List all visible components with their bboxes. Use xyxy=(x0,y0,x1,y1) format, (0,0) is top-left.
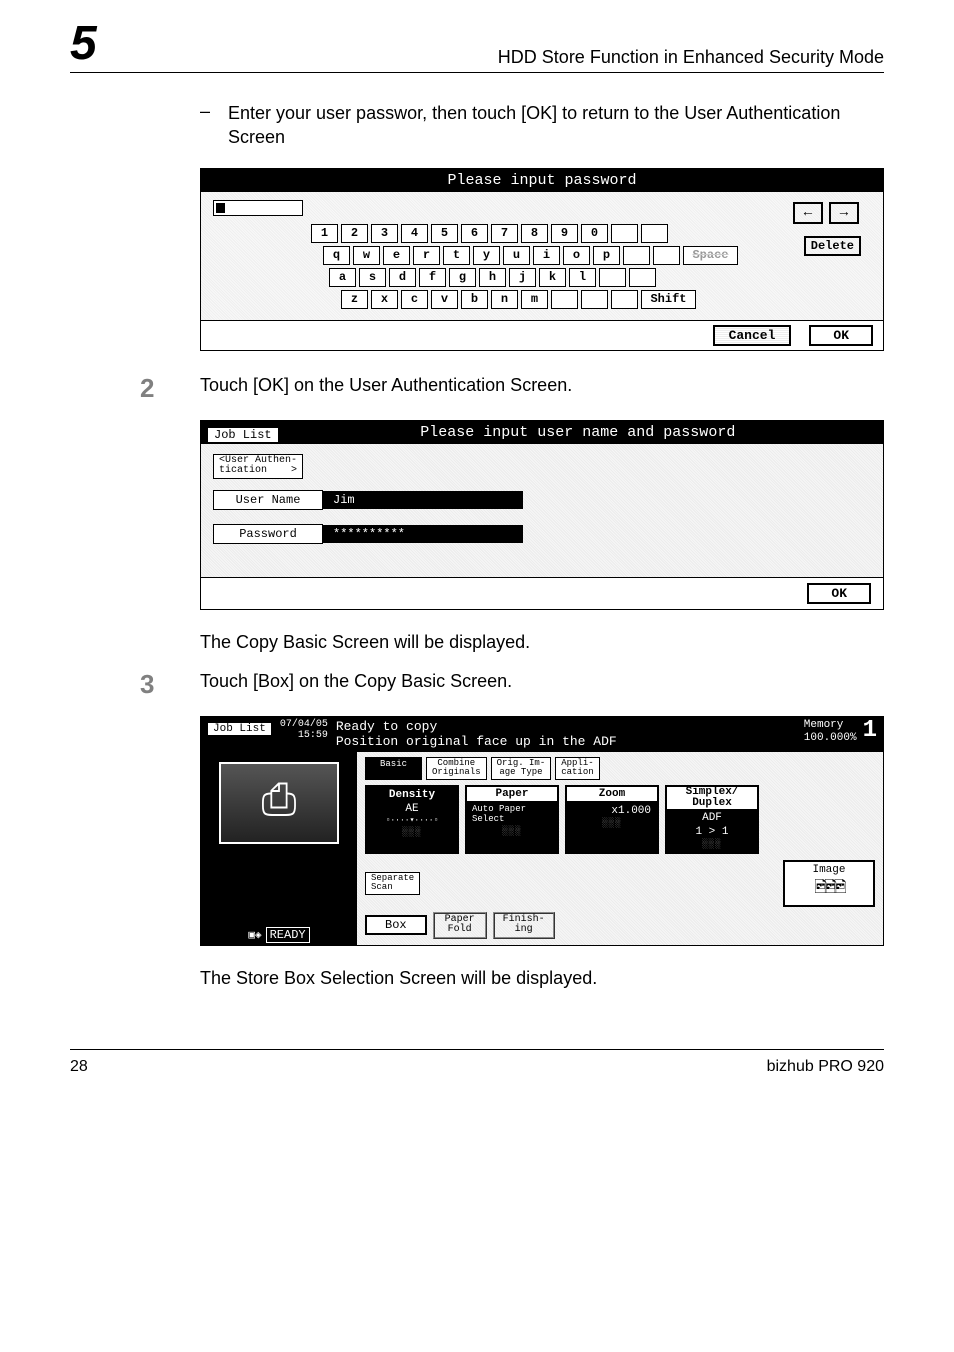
space-key[interactable]: Space xyxy=(683,246,738,265)
status-text: Ready to copy Position original face up … xyxy=(336,719,617,750)
step-3-text: Touch [Box] on the Copy Basic Screen. xyxy=(200,669,512,700)
product-name: bizhub PRO 920 xyxy=(767,1058,884,1076)
key-a[interactable]: a xyxy=(329,268,356,287)
key-b[interactable]: b xyxy=(461,290,488,309)
key-blank[interactable] xyxy=(599,268,626,287)
after-step2-text: The Copy Basic Screen will be displayed. xyxy=(200,632,884,653)
arrow-left-key[interactable]: ← xyxy=(793,202,823,224)
s2-title: Please input user name and password xyxy=(279,424,877,441)
key-blank[interactable] xyxy=(629,268,656,287)
key-t[interactable]: t xyxy=(443,246,470,265)
key-o[interactable]: o xyxy=(563,246,590,265)
shift-key[interactable]: Shift xyxy=(641,290,696,309)
key-r[interactable]: r xyxy=(413,246,440,265)
screenshot-user-authentication: Job List Please input user name and pass… xyxy=(200,420,884,610)
step-2-text: Touch [OK] on the User Authentication Sc… xyxy=(200,373,572,404)
key-p[interactable]: p xyxy=(593,246,620,265)
key-2[interactable]: 2 xyxy=(341,224,368,243)
simplex-duplex-panel[interactable]: Simplex/ Duplex ADF 1 > 1 ░░░ xyxy=(665,785,759,854)
memory-status: Memory 100.000% xyxy=(804,719,857,745)
key-blank[interactable] xyxy=(611,290,638,309)
density-panel[interactable]: Density AE ▫····▾····▫ ░░░ xyxy=(365,785,459,854)
key-3[interactable]: 3 xyxy=(371,224,398,243)
key-h[interactable]: h xyxy=(479,268,506,287)
password-value: ********** xyxy=(323,525,523,543)
key-4[interactable]: 4 xyxy=(401,224,428,243)
key-c[interactable]: c xyxy=(401,290,428,309)
key-blank[interactable] xyxy=(611,224,638,243)
key-l[interactable]: l xyxy=(569,268,596,287)
screenshot-password-keyboard: Please input password ← → Delete 1 2 3 4… xyxy=(200,168,884,351)
key-y[interactable]: y xyxy=(473,246,500,265)
separate-scan-button[interactable]: Separate Scan xyxy=(365,872,420,895)
key-5[interactable]: 5 xyxy=(431,224,458,243)
ok-button[interactable]: OK xyxy=(809,325,873,346)
key-9[interactable]: 9 xyxy=(551,224,578,243)
key-w[interactable]: w xyxy=(353,246,380,265)
key-n[interactable]: n xyxy=(491,290,518,309)
step-number-2: 2 xyxy=(140,373,200,404)
step-number-3: 3 xyxy=(140,669,200,700)
password-label[interactable]: Password xyxy=(213,524,323,544)
key-blank[interactable] xyxy=(641,224,668,243)
ok-button[interactable]: OK xyxy=(807,583,871,604)
key-s[interactable]: s xyxy=(359,268,386,287)
page-number: 28 xyxy=(70,1058,88,1076)
key-k[interactable]: k xyxy=(539,268,566,287)
key-q[interactable]: q xyxy=(323,246,350,265)
key-u[interactable]: u xyxy=(503,246,530,265)
after-step3-text: The Store Box Selection Screen will be d… xyxy=(200,968,884,989)
tab-basic[interactable]: Basic xyxy=(365,757,422,780)
s1-title: Please input password xyxy=(201,169,883,192)
date-time: 07/04/05 15:59 xyxy=(280,719,328,742)
copy-count: 1 xyxy=(863,719,877,743)
cancel-button[interactable]: Cancel xyxy=(713,325,792,346)
ready-status: READY xyxy=(266,927,310,943)
delete-key[interactable]: Delete xyxy=(804,236,861,256)
key-0[interactable]: 0 xyxy=(581,224,608,243)
tab-orig-image[interactable]: Orig. Im- age Type xyxy=(491,757,552,780)
key-7[interactable]: 7 xyxy=(491,224,518,243)
key-e[interactable]: e xyxy=(383,246,410,265)
page-header-title: HDD Store Function in Enhanced Security … xyxy=(498,47,884,68)
key-1[interactable]: 1 xyxy=(311,224,338,243)
image-thumbnails-icon: 🖻🖻🖻 xyxy=(787,876,871,903)
image-panel[interactable]: Image 🖻🖻🖻 xyxy=(783,860,875,907)
key-6[interactable]: 6 xyxy=(461,224,488,243)
bullet-dash: – xyxy=(200,101,228,150)
status-icons: ▣◈ xyxy=(248,928,261,942)
key-x[interactable]: x xyxy=(371,290,398,309)
key-d[interactable]: d xyxy=(389,268,416,287)
finishing-button[interactable]: Finish- ing xyxy=(493,912,555,939)
printer-icon xyxy=(219,762,339,844)
bullet-text: Enter your user passwor, then touch [OK]… xyxy=(228,101,884,150)
paper-fold-button[interactable]: Paper Fold xyxy=(433,912,487,939)
username-value: Jim xyxy=(323,491,523,509)
box-button[interactable]: Box xyxy=(365,915,427,935)
screenshot-copy-basic: Job List 07/04/05 15:59 Ready to copy Po… xyxy=(200,716,884,946)
tab-combine[interactable]: Combine Originals xyxy=(426,757,487,780)
zoom-panel[interactable]: Zoom x1.000 ░░░ xyxy=(565,785,659,854)
key-blank[interactable] xyxy=(551,290,578,309)
key-i[interactable]: i xyxy=(533,246,560,265)
key-blank[interactable] xyxy=(623,246,650,265)
chapter-number: 5 xyxy=(70,20,97,68)
paper-panel[interactable]: Paper Auto Paper Select ░░░ xyxy=(465,785,559,854)
key-g[interactable]: g xyxy=(449,268,476,287)
key-v[interactable]: v xyxy=(431,290,458,309)
tab-application[interactable]: Appli- cation xyxy=(555,757,599,780)
key-z[interactable]: z xyxy=(341,290,368,309)
password-input[interactable] xyxy=(213,200,303,216)
key-8[interactable]: 8 xyxy=(521,224,548,243)
key-m[interactable]: m xyxy=(521,290,548,309)
key-f[interactable]: f xyxy=(419,268,446,287)
username-label[interactable]: User Name xyxy=(213,490,323,510)
key-blank[interactable] xyxy=(581,290,608,309)
job-list-button[interactable]: Job List xyxy=(207,722,272,736)
key-blank[interactable] xyxy=(653,246,680,265)
key-j[interactable]: j xyxy=(509,268,536,287)
user-auth-tab[interactable]: <User Authen- tication > xyxy=(213,454,303,479)
job-list-button[interactable]: Job List xyxy=(207,427,279,443)
arrow-right-key[interactable]: → xyxy=(829,202,859,224)
